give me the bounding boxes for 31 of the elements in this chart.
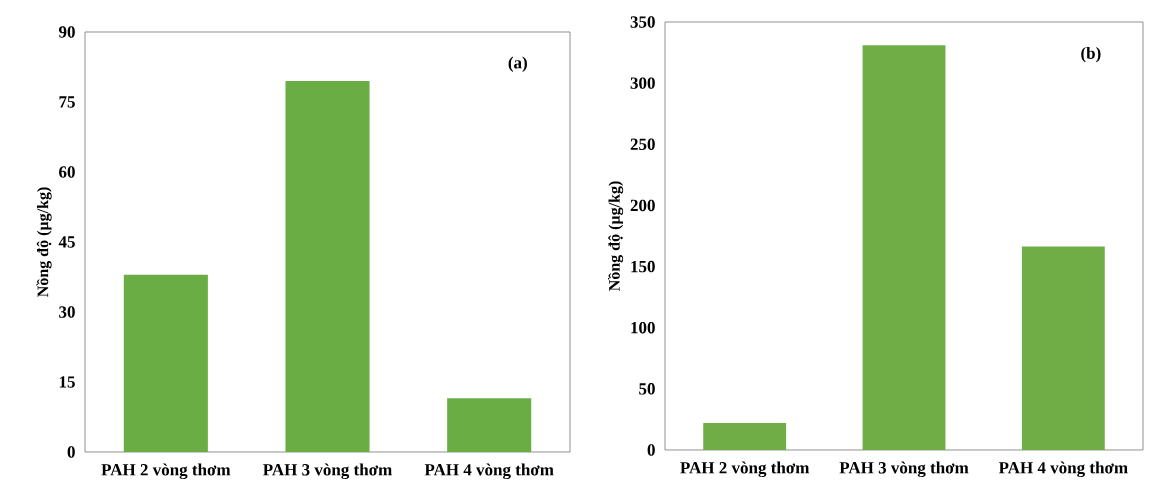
y-tick-label: 45 [58,236,75,248]
bar [285,80,370,452]
annotation: (a) [508,56,527,72]
y-tick-label: 90 [58,26,75,38]
y-tick-label: 75 [59,96,75,108]
y-tick-label: 100 [631,321,655,334]
y-tick-label: 300 [630,77,655,89]
y-tick-label: 50 [639,383,655,395]
y-axis-title: Nồng độ (µg/kg) [607,181,624,291]
y-tick-label: 350 [630,16,655,28]
bar [1021,246,1105,450]
bar [123,274,208,452]
x-tick-label: PAH 4 vòng thơm [998,461,1128,478]
y-tick-label: 150 [631,260,655,273]
x-tick-label: PAH 2 vòng thơm [101,463,231,480]
bar [703,423,787,450]
y-tick-label: 60 [59,166,75,178]
y-tick-label: 30 [59,306,75,318]
x-tick-label: PAH 3 vòng thơm [263,463,392,480]
y-tick-label: 0 [647,444,655,456]
bar [447,398,532,452]
x-tick-label: PAH 2 vòng thơm [680,461,810,478]
y-tick-label: 200 [630,199,655,212]
annotation: (b) [1081,46,1101,63]
y-tick-label: 0 [67,446,75,458]
y-tick-label: 15 [59,376,75,388]
x-tick-label: PAH 3 vòng thơm [839,461,969,478]
bar [862,45,946,450]
y-tick-label: 250 [630,138,655,151]
y-axis-title: Nồng độ (µg/kg) [36,187,52,297]
x-tick-label: PAH 4 vòng thơm [424,463,554,480]
